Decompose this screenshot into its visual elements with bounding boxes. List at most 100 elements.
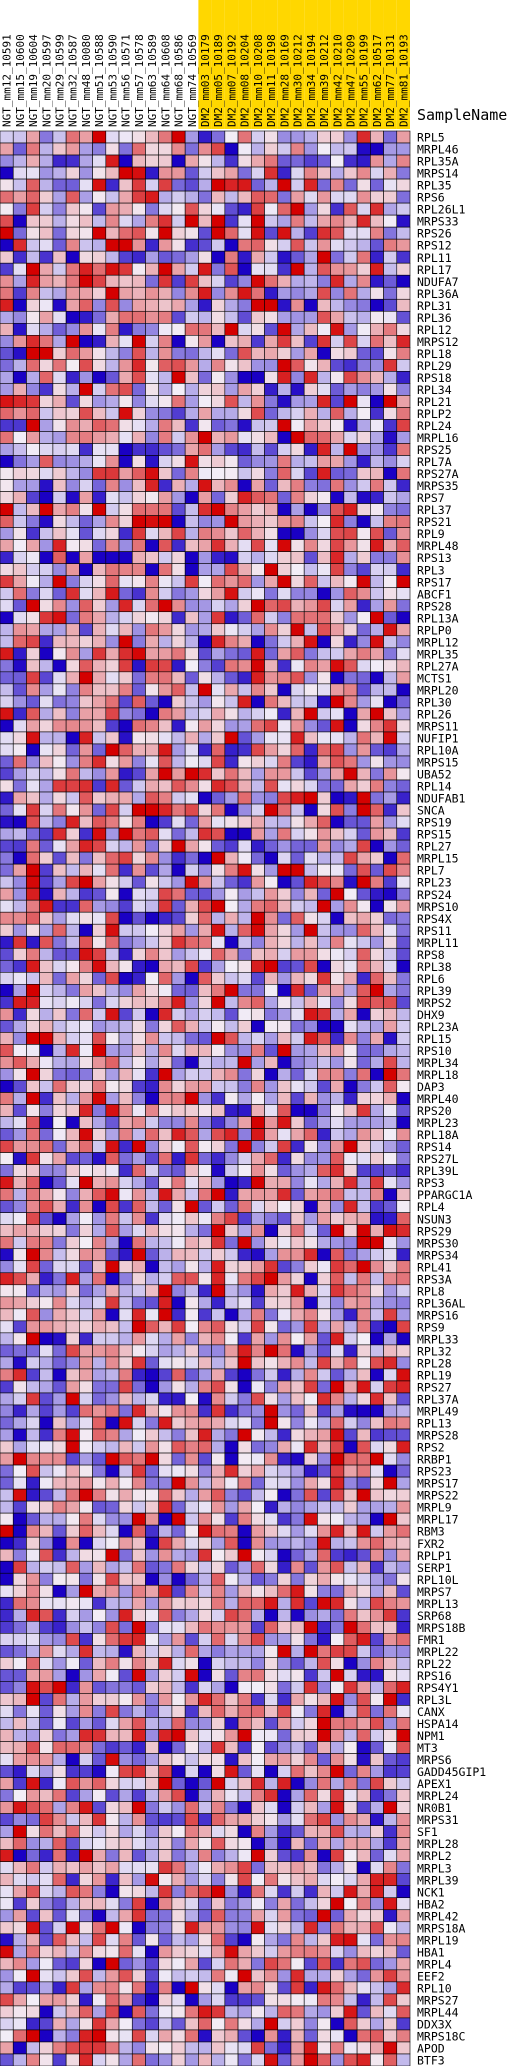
heatmap-cell bbox=[13, 672, 26, 684]
heatmap-cell bbox=[304, 1717, 317, 1729]
heatmap-cell bbox=[26, 1249, 39, 1261]
heatmap-cell bbox=[212, 1729, 225, 1741]
heatmap-cell bbox=[79, 227, 92, 239]
heatmap-cell bbox=[212, 1705, 225, 1717]
heatmap-cell bbox=[278, 1465, 291, 1477]
heatmap-cell bbox=[251, 564, 264, 576]
heatmap-cell bbox=[93, 528, 106, 540]
heatmap-cell bbox=[304, 744, 317, 756]
heatmap-cell bbox=[106, 912, 119, 924]
heatmap-cell bbox=[66, 792, 79, 804]
heatmap-cell bbox=[291, 407, 304, 419]
heatmap-cell bbox=[106, 1766, 119, 1778]
heatmap-cell bbox=[26, 335, 39, 347]
heatmap-cell bbox=[212, 1369, 225, 1381]
heatmap-cell bbox=[172, 1754, 185, 1766]
column-label: NGT_mm64_10608 bbox=[159, 34, 172, 127]
heatmap-cell bbox=[265, 1693, 278, 1705]
heatmap-cell bbox=[40, 1994, 53, 2006]
heatmap-cell bbox=[145, 1693, 158, 1705]
heatmap-cell bbox=[145, 1044, 158, 1056]
heatmap-cell bbox=[13, 1645, 26, 1657]
heatmap-cell bbox=[238, 1766, 251, 1778]
heatmap-cell bbox=[357, 1237, 370, 1249]
heatmap-cell bbox=[317, 684, 330, 696]
heatmap-cell bbox=[225, 1345, 238, 1357]
heatmap-cell bbox=[119, 576, 132, 588]
heatmap-cell bbox=[291, 900, 304, 912]
heatmap-cell bbox=[185, 1080, 198, 1092]
heatmap-cell bbox=[357, 1465, 370, 1477]
heatmap-cell bbox=[344, 1165, 357, 1177]
heatmap-cell bbox=[172, 948, 185, 960]
heatmap-cell bbox=[13, 263, 26, 275]
heatmap-cell bbox=[225, 1790, 238, 1802]
heatmap-cell bbox=[238, 179, 251, 191]
heatmap-cell bbox=[357, 1105, 370, 1117]
heatmap-cell bbox=[93, 576, 106, 588]
heatmap-cell bbox=[79, 239, 92, 251]
heatmap-cell bbox=[370, 371, 383, 383]
heatmap-cell bbox=[66, 1874, 79, 1886]
heatmap-cell bbox=[212, 660, 225, 672]
heatmap-cell bbox=[397, 792, 410, 804]
heatmap-cell bbox=[212, 1153, 225, 1165]
heatmap-cell bbox=[53, 1381, 66, 1393]
heatmap-cell bbox=[145, 143, 158, 155]
heatmap-cell bbox=[397, 1044, 410, 1056]
heatmap-cell bbox=[79, 1020, 92, 1032]
heatmap-cell bbox=[317, 492, 330, 504]
heatmap-cell bbox=[317, 1333, 330, 1345]
heatmap-cell bbox=[159, 1357, 172, 1369]
heatmap-cell bbox=[331, 1886, 344, 1898]
heatmap-cell bbox=[159, 1213, 172, 1225]
heatmap-cell bbox=[344, 383, 357, 395]
heatmap-cell bbox=[225, 1092, 238, 1104]
heatmap-cell bbox=[397, 732, 410, 744]
heatmap-cell bbox=[304, 167, 317, 179]
heatmap-cell bbox=[53, 516, 66, 528]
column-label: NGT_mm20_10597 bbox=[40, 34, 53, 127]
heatmap-cell bbox=[251, 1645, 264, 1657]
heatmap-cell bbox=[344, 1105, 357, 1117]
heatmap-cell bbox=[145, 1357, 158, 1369]
heatmap-cell bbox=[132, 1189, 145, 1201]
heatmap-cell bbox=[357, 480, 370, 492]
heatmap-cell bbox=[0, 840, 13, 852]
heatmap-cell bbox=[331, 540, 344, 552]
heatmap-cell bbox=[66, 131, 79, 143]
heatmap-cell bbox=[198, 732, 211, 744]
heatmap-cell bbox=[384, 900, 397, 912]
heatmap-cell bbox=[225, 816, 238, 828]
heatmap-cell bbox=[344, 179, 357, 191]
heatmap-cell bbox=[53, 960, 66, 972]
heatmap-cell bbox=[66, 1766, 79, 1778]
heatmap-cell bbox=[265, 660, 278, 672]
heatmap-cell bbox=[13, 2006, 26, 2018]
heatmap-cell bbox=[225, 1910, 238, 1922]
heatmap-cell bbox=[93, 1970, 106, 1982]
heatmap-cell bbox=[225, 1754, 238, 1766]
heatmap-cell bbox=[304, 1393, 317, 1405]
heatmap-cell bbox=[384, 1597, 397, 1609]
heatmap-cell bbox=[344, 948, 357, 960]
heatmap-cell bbox=[26, 1261, 39, 1273]
heatmap-cell bbox=[53, 1862, 66, 1874]
heatmap-cell bbox=[331, 131, 344, 143]
heatmap-cell bbox=[66, 275, 79, 287]
heatmap-cell bbox=[185, 468, 198, 480]
heatmap-cell bbox=[159, 480, 172, 492]
heatmap-cell bbox=[198, 1345, 211, 1357]
heatmap-cell bbox=[172, 936, 185, 948]
heatmap-cell bbox=[384, 720, 397, 732]
heatmap-cell bbox=[132, 480, 145, 492]
heatmap-cell bbox=[145, 672, 158, 684]
heatmap-cell bbox=[172, 1273, 185, 1285]
heatmap-cell bbox=[185, 708, 198, 720]
heatmap-cell bbox=[145, 275, 158, 287]
heatmap-cell bbox=[397, 1273, 410, 1285]
heatmap-cell bbox=[331, 552, 344, 564]
heatmap-cell bbox=[145, 251, 158, 263]
heatmap-cell bbox=[357, 1008, 370, 1020]
heatmap-cell bbox=[304, 2030, 317, 2042]
